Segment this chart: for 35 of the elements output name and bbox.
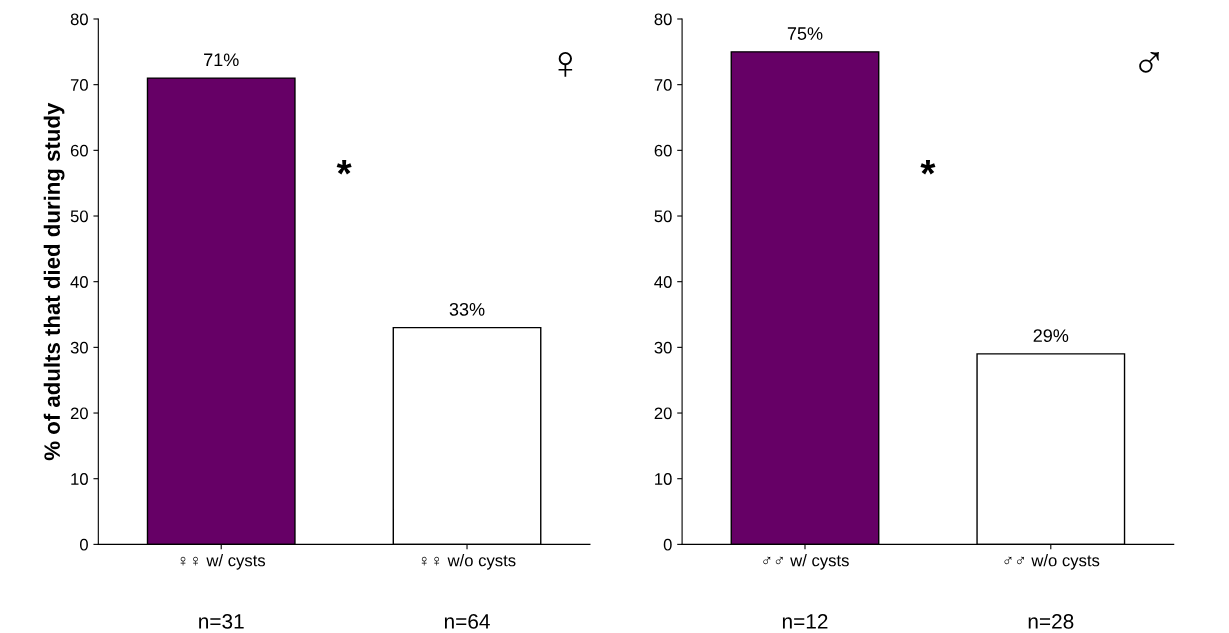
- data-label: 71%: [204, 53, 239, 67]
- y-tick-label: 50: [70, 210, 88, 223]
- y-tick-label: 40: [70, 276, 88, 288]
- text: n=64: [444, 614, 490, 629]
- x-tick-label: ♂♂ w/o cysts: [1004, 554, 1100, 570]
- annotation: ♂: [1139, 51, 1160, 73]
- data-label: 29%: [1033, 329, 1069, 343]
- y-tick-label: 30: [654, 341, 672, 354]
- y-tick-label: 70: [70, 79, 88, 91]
- y-tick-label: 80: [70, 13, 88, 26]
- y-tick-label: 20: [70, 407, 88, 420]
- y-tick-label: 70: [654, 79, 672, 91]
- y-tick-label: 80: [654, 13, 672, 26]
- data-label: 33%: [449, 302, 485, 316]
- annotation: ♀: [558, 51, 573, 77]
- y-tick-label: 50: [654, 210, 672, 223]
- x-tick-label: ♀♀ w/ cysts: [180, 554, 266, 570]
- annotation: *: [920, 159, 936, 175]
- x-tick-label: ♀♀ w/o cysts: [421, 554, 516, 570]
- y-tick-label: 0: [663, 538, 672, 551]
- y-tick-label: 60: [654, 144, 672, 157]
- y-axis-title: % of adults that died during study: [43, 102, 65, 461]
- data-label: 75%: [787, 27, 823, 40]
- text: n=12: [782, 614, 828, 629]
- y-tick-label: 40: [654, 276, 672, 288]
- y-tick-label: 60: [70, 144, 88, 157]
- text: n=31: [199, 614, 244, 629]
- y-tick-label: 20: [654, 407, 672, 420]
- y-tick-label: 30: [70, 341, 88, 354]
- annotation: *: [336, 159, 352, 175]
- y-tick-label: 10: [655, 473, 672, 485]
- y-tick-label: 0: [79, 538, 88, 551]
- text: n=28: [1028, 614, 1074, 629]
- x-tick-label: ♂♂ w/ cysts: [763, 554, 849, 570]
- y-tick-label: 10: [71, 473, 88, 485]
